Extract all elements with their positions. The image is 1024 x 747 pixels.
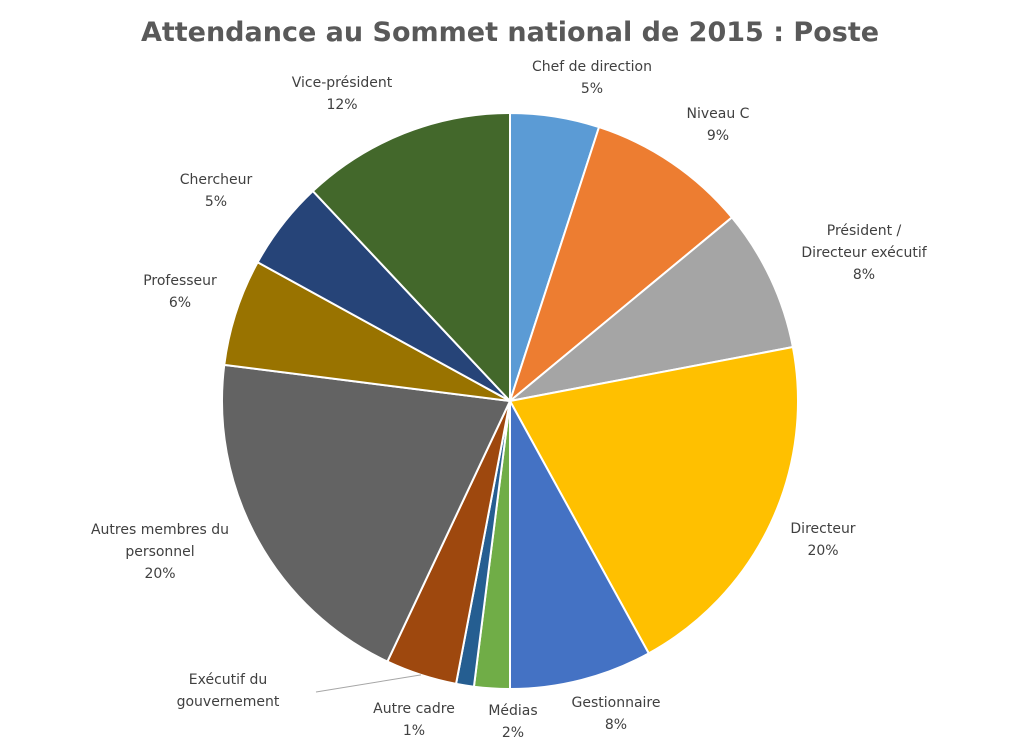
data-label: Exécutif du gouvernement: [177, 672, 280, 710]
chart-title: Attendance au Sommet national de 2015 : …: [141, 17, 879, 48]
pie-slice-gestionnaire: [509, 400, 651, 691]
pie-slice-niveau-c: [507, 125, 734, 404]
data-label: Vice-président 12%: [292, 75, 393, 113]
leader-line: [315, 674, 422, 693]
data-label: Niveau C 9%: [687, 106, 750, 144]
leader-lines: [315, 674, 422, 693]
pie-slice-pr-sident-directeur-ex-cutif: [509, 216, 795, 402]
pie-slice-directeur: [508, 345, 799, 655]
pie-slice-autres-membres-du-personnel: [221, 363, 512, 663]
pie-slice-vice-pr-sident: [311, 111, 511, 404]
data-label: Médias 2%: [488, 703, 537, 741]
data-label: Professeur 6%: [143, 273, 217, 311]
pie-slices: [221, 111, 799, 691]
data-label: Chef de direction 5%: [532, 59, 652, 97]
data-label: Chercheur 5%: [180, 172, 253, 210]
data-label: Autre cadre 1%: [373, 701, 455, 739]
data-labels: Chef de direction 5% Niveau C 9% Président /…: [91, 59, 928, 741]
data-label: Autres membres du personnel 20%: [91, 522, 229, 582]
data-label: Gestionnaire 8%: [572, 695, 661, 733]
data-label: Directeur 20%: [790, 521, 855, 559]
data-label: Président / Directeur exécutif 8%: [801, 223, 927, 283]
